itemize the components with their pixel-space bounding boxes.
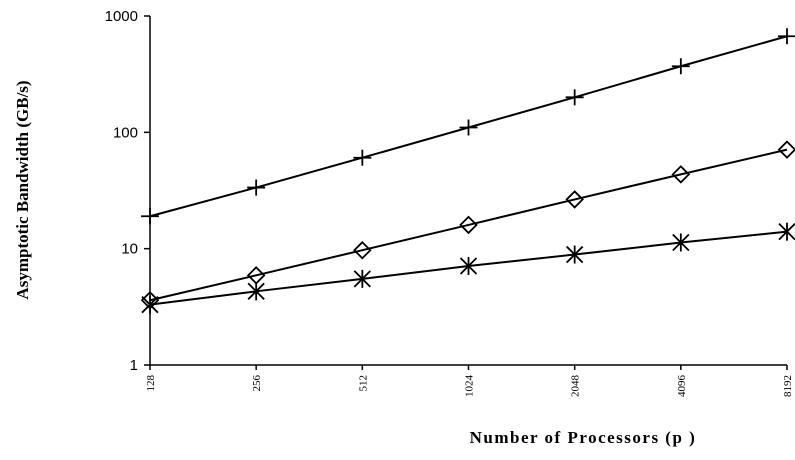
data-point-diamond xyxy=(565,190,584,209)
y-tick-label: 10 xyxy=(121,241,138,258)
data-point-diamond xyxy=(671,165,691,184)
data-point-star xyxy=(141,295,159,314)
series-diamond xyxy=(140,140,795,310)
x-tick-label: 256 xyxy=(251,375,263,392)
x-ticks: 128 256 512 1024 2048 4096 8192 xyxy=(145,365,794,397)
data-point-diamond xyxy=(353,240,372,260)
series-plus xyxy=(141,28,795,225)
series-star xyxy=(141,222,795,314)
data-point-plus xyxy=(459,119,478,136)
data-point-diamond xyxy=(459,215,478,235)
data-point-star xyxy=(672,233,690,252)
data-point-plus xyxy=(247,179,266,196)
x-tick-label: 1024 xyxy=(464,375,476,398)
data-point-plus xyxy=(565,89,584,106)
y-tick-label: 1 xyxy=(130,357,138,374)
data-point-star xyxy=(247,282,265,301)
data-point-star xyxy=(353,269,371,288)
x-tick-label: 512 xyxy=(357,375,369,392)
x-tick-label: 8192 xyxy=(782,375,794,397)
series-line-diamond xyxy=(149,148,788,302)
y-ticks: 1 10 100 1000 xyxy=(105,8,150,374)
data-point-plus xyxy=(141,208,159,225)
x-axis-label: Number of Processors (p ) xyxy=(470,428,697,447)
data-point-plus xyxy=(671,58,690,75)
plot-area: 1 10 100 1000 128 256 512 1024 2048 4096 8192 xyxy=(105,8,795,397)
data-point-star xyxy=(459,256,478,275)
data-point-star xyxy=(778,222,795,241)
series-group xyxy=(140,28,795,314)
data-point-plus xyxy=(778,28,795,45)
x-tick-label: 128 xyxy=(145,375,157,392)
data-point-diamond xyxy=(777,140,795,159)
y-tick-label: 100 xyxy=(113,124,138,141)
x-tick-label: 2048 xyxy=(570,375,582,398)
y-tick-label: 1000 xyxy=(105,8,138,25)
y-axis-label: Asymptotic Bandwidth (GB/s) xyxy=(13,80,32,299)
x-tick-label: 4096 xyxy=(676,375,688,398)
data-point-star xyxy=(566,245,584,264)
data-point-plus xyxy=(353,149,372,166)
